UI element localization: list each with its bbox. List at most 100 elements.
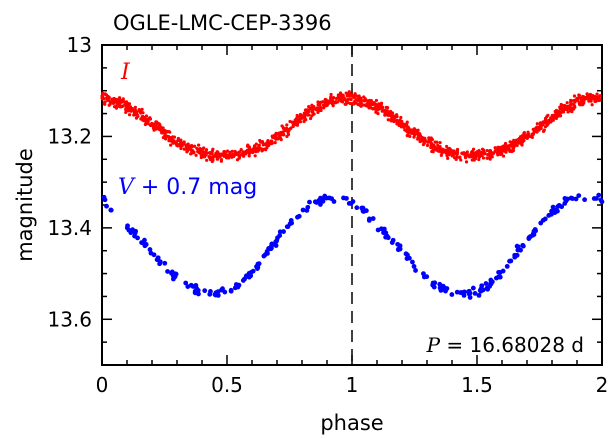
i-band-point <box>264 143 268 147</box>
v-band-point <box>404 256 410 261</box>
v-band-point <box>128 230 134 236</box>
v-band-point <box>307 199 312 205</box>
v-band-points <box>101 192 605 300</box>
v-band-point <box>559 204 565 210</box>
i-band-point <box>433 145 437 149</box>
i-band-point <box>581 96 585 100</box>
i-band-point <box>124 100 129 104</box>
i-band-point <box>321 103 326 107</box>
i-band-point <box>344 91 348 95</box>
i-band-point <box>329 92 333 97</box>
v-band-point <box>538 220 544 226</box>
i-band-point <box>560 110 564 114</box>
i-band-point <box>545 115 549 119</box>
i-band-point <box>383 108 387 112</box>
i-band-point <box>196 143 201 147</box>
i-band-point <box>247 154 251 158</box>
i-band-point <box>102 100 107 105</box>
i-band-point <box>376 105 380 109</box>
v-band-point <box>504 263 510 269</box>
i-band-point <box>353 92 357 96</box>
v-band-point <box>421 274 427 280</box>
v-band-point <box>289 220 295 226</box>
i-band-point <box>597 94 602 98</box>
i-band-point <box>417 133 421 137</box>
v-band-point <box>413 268 418 273</box>
i-band-point <box>121 97 125 101</box>
i-band-point <box>435 146 439 150</box>
i-band-point <box>429 145 433 150</box>
i-band-point <box>286 132 291 137</box>
i-band-point <box>194 153 198 157</box>
v-band-point <box>562 196 568 201</box>
i-band-point <box>377 102 381 106</box>
i-band-point <box>236 152 241 156</box>
v-band-point <box>520 242 526 248</box>
y-tick-label: 13.6 <box>47 307 92 331</box>
i-band-point <box>266 139 270 143</box>
i-band-points <box>100 90 602 164</box>
v-band-point <box>458 290 463 295</box>
v-band-point <box>262 252 268 258</box>
i-band-point <box>541 129 546 133</box>
i-band-point <box>565 101 569 105</box>
i-band-point <box>295 118 300 122</box>
i-band-point <box>176 138 180 143</box>
v-band-point <box>530 232 536 238</box>
i-band-point <box>379 103 383 107</box>
i-band-point <box>260 147 264 151</box>
i-band-point <box>485 156 489 160</box>
i-band-point <box>258 138 262 143</box>
i-band-point <box>152 128 156 132</box>
i-band-point <box>388 113 392 117</box>
i-band-point <box>140 107 144 111</box>
v-band-point <box>277 229 283 235</box>
v-band-point <box>108 207 114 213</box>
i-band-point <box>202 146 206 150</box>
v-band-point <box>155 255 161 261</box>
i-band-point <box>585 92 589 96</box>
v-band-point <box>233 282 239 287</box>
v-band-point <box>193 283 199 288</box>
i-band-point <box>285 123 289 127</box>
i-band-point <box>401 122 405 126</box>
i-band-point <box>440 150 445 154</box>
i-band-point <box>493 146 497 150</box>
i-band-point <box>257 143 261 147</box>
i-band-point <box>207 154 211 159</box>
x-tick-label: 1.5 <box>461 373 493 397</box>
v-band-point <box>476 292 482 298</box>
i-band-point <box>575 96 579 100</box>
i-band-point <box>405 134 409 138</box>
v-band-point <box>246 270 252 276</box>
i-band-point <box>284 128 288 132</box>
i-band-point <box>144 114 149 118</box>
i-band-point <box>299 114 304 118</box>
v-band-point <box>255 264 261 270</box>
v-band-point <box>596 192 602 198</box>
i-band-point <box>343 102 347 106</box>
x-tick-label: 1 <box>346 373 359 397</box>
i-band-point <box>496 145 500 149</box>
v-band-point <box>215 292 221 298</box>
period-annotation: P = 16.68028 d <box>426 333 584 357</box>
i-band-point <box>452 156 457 160</box>
i-band-point <box>317 109 321 113</box>
i-band-point <box>500 150 504 154</box>
i-band-point <box>475 154 480 158</box>
i-band-point <box>531 127 535 131</box>
i-band-point <box>402 125 406 129</box>
i-band-point <box>211 158 215 162</box>
v-band-point <box>125 223 130 229</box>
i-band-point <box>541 123 545 127</box>
v-band-point <box>242 276 247 282</box>
i-band-point <box>112 96 116 101</box>
i-band-point <box>249 148 253 152</box>
i-band-point <box>554 110 558 115</box>
i-band-point <box>200 154 204 158</box>
i-band-point <box>566 110 570 114</box>
i-band-point <box>437 149 441 153</box>
i-band-point <box>367 106 371 110</box>
i-band-point <box>438 146 442 151</box>
v-band-point <box>495 274 501 280</box>
